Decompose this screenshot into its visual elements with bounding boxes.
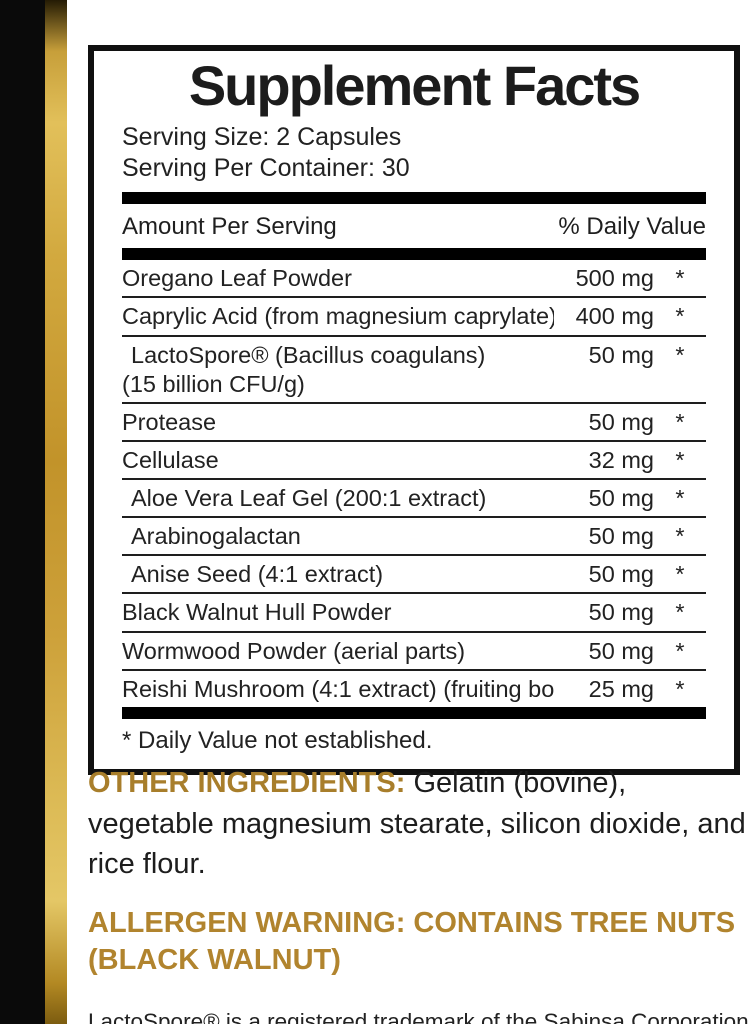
facts-header-row: Amount Per Serving % Daily Value xyxy=(122,204,706,248)
table-row: Cellulase 32 mg * xyxy=(122,442,706,481)
other-ingredients-text: Gelatin (bovine), vegetable magnesium st… xyxy=(88,767,746,881)
facts-rows: Oregano Leaf Powder 500 mg * Caprylic Ac… xyxy=(122,260,706,707)
ingredient-amount: 50 mg xyxy=(588,561,654,588)
serving-size: Serving Size: 2 Capsules xyxy=(122,122,402,151)
daily-value-asterisk: * xyxy=(675,523,685,550)
table-row: Oregano Leaf Powder 500 mg * xyxy=(122,260,706,299)
daily-value-footnote: * Daily Value not established. xyxy=(122,726,433,754)
ingredient-amount: 50 mg xyxy=(588,341,654,368)
ingredient-name: Arabinogalactan xyxy=(131,523,301,550)
below-panel-text: OTHER INGREDIENTS: Gelatin (bovine), veg… xyxy=(88,763,750,1024)
ingredient-name: Anise Seed (4:1 extract) xyxy=(131,561,384,588)
table-row: LactoSpore® (Bacillus coagulans) (15 bill… xyxy=(122,337,706,404)
trademark-note: LactoSpore® is a registered trademark of… xyxy=(88,1009,749,1024)
daily-value-asterisk: * xyxy=(675,485,685,512)
ingredient-amount: 50 mg xyxy=(588,485,654,512)
thick-divider-top xyxy=(122,192,706,205)
table-row: Black Walnut Hull Powder 50 mg * xyxy=(122,594,706,633)
supplement-facts-panel: Supplement Facts Serving Size: 2 Capsule… xyxy=(88,45,740,775)
allergen-warning: ALLERGEN WARNING: CONTAINS TREE NUTS (BL… xyxy=(88,906,736,977)
ingredient-name: Reishi Mushroom (4:1 extract) (fruiting … xyxy=(122,675,554,702)
panel-title: Supplement Facts xyxy=(188,54,641,117)
table-row: Reishi Mushroom (4:1 extract) (fruiting … xyxy=(122,671,706,707)
thick-divider-header xyxy=(122,248,706,261)
ingredient-amount: 50 mg xyxy=(588,637,654,664)
table-row: Caprylic Acid (from magnesium caprylate)… xyxy=(122,298,706,337)
daily-value-asterisk: * xyxy=(675,303,685,330)
ingredient-amount: 25 mg xyxy=(588,675,654,702)
daily-value-label: % Daily Value xyxy=(558,213,706,241)
table-row: Anise Seed (4:1 extract) 50 mg * xyxy=(122,556,706,595)
gold-stripe xyxy=(45,0,67,1024)
ingredient-name: Caprylic Acid (from magnesium caprylate) xyxy=(122,303,554,330)
ingredient-amount: 50 mg xyxy=(588,523,654,550)
ingredient-amount: 32 mg xyxy=(588,446,654,473)
ingredient-amount: 50 mg xyxy=(588,599,654,626)
left-black-bar xyxy=(0,0,45,1024)
daily-value-asterisk: * xyxy=(675,408,685,435)
other-ingredients-label: OTHER INGREDIENTS: xyxy=(88,767,406,799)
ingredient-name: Protease xyxy=(122,408,217,435)
daily-value-asterisk: * xyxy=(675,561,685,588)
servings-per-container: Serving Per Container: 30 xyxy=(122,153,410,182)
ingredient-name: Oregano Leaf Powder xyxy=(122,265,352,292)
table-row: Aloe Vera Leaf Gel (200:1 extract) 50 mg… xyxy=(122,480,706,519)
other-ingredients: OTHER INGREDIENTS: Gelatin (bovine), veg… xyxy=(88,763,750,885)
ingredient-name: Black Walnut Hull Powder xyxy=(122,599,392,626)
ingredient-amount: 500 mg xyxy=(575,265,654,292)
ingredient-name: Wormwood Powder (aerial parts) xyxy=(122,637,466,664)
ingredient-amount: 400 mg xyxy=(575,303,654,330)
daily-value-asterisk: * xyxy=(675,637,685,664)
daily-value-asterisk: * xyxy=(675,265,685,292)
daily-value-asterisk: * xyxy=(675,675,685,702)
daily-value-asterisk: * xyxy=(675,341,685,368)
ingredient-name: Aloe Vera Leaf Gel (200:1 extract) xyxy=(131,485,487,512)
thick-divider-bottom xyxy=(122,706,706,719)
table-row: Wormwood Powder (aerial parts) 50 mg * xyxy=(122,633,706,671)
ingredient-amount: 50 mg xyxy=(588,408,654,435)
amount-per-serving-label: Amount Per Serving xyxy=(122,213,337,241)
daily-value-asterisk: * xyxy=(675,446,685,473)
ingredient-name: Cellulase xyxy=(122,446,219,473)
table-row: Arabinogalactan 50 mg * xyxy=(122,518,706,557)
table-row: Protease 50 mg * xyxy=(122,404,706,442)
ingredient-name: LactoSpore® (Bacillus coagulans) (15 bill… xyxy=(122,341,486,397)
daily-value-asterisk: * xyxy=(675,599,685,626)
